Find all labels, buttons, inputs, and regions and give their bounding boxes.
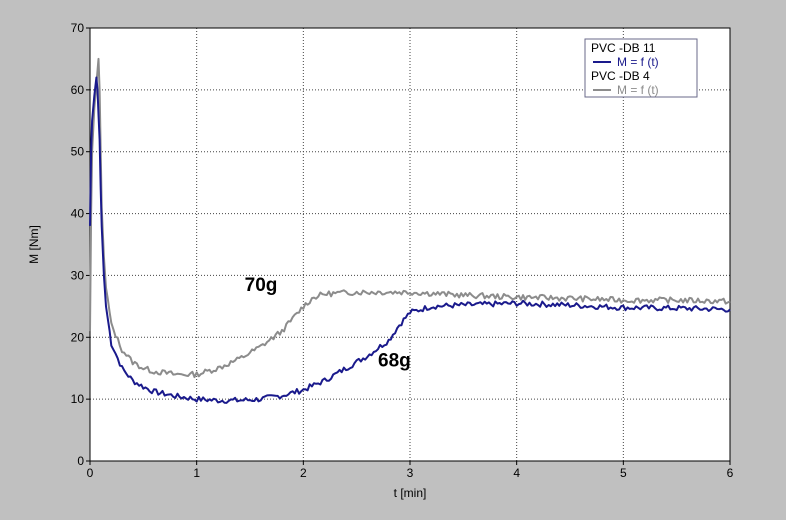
grid bbox=[90, 28, 730, 461]
x-tick-label: 2 bbox=[300, 466, 307, 480]
legend-title: PVC -DB 11 bbox=[591, 41, 656, 55]
x-tick-label: 3 bbox=[407, 466, 414, 480]
annotation-68g: 68g bbox=[378, 350, 411, 371]
x-tick-label: 1 bbox=[193, 466, 200, 480]
legend-title: PVC -DB 4 bbox=[591, 69, 650, 83]
x-axis-label: t [min] bbox=[394, 486, 427, 500]
series-line-pvc-db-11 bbox=[89, 76, 731, 404]
x-tick-label: 5 bbox=[620, 466, 627, 480]
annotation-70g: 70g bbox=[245, 275, 278, 296]
x-tick-label: 0 bbox=[87, 466, 94, 480]
y-tick-label: 30 bbox=[71, 268, 85, 282]
legend-label: M = f (t) bbox=[617, 55, 659, 69]
y-axis-label: M [Nm] bbox=[27, 225, 41, 264]
y-tick-label: 20 bbox=[71, 330, 85, 344]
series-line-pvc-db-4 bbox=[89, 57, 731, 379]
legend-label: M = f (t) bbox=[617, 83, 659, 97]
x-tick-label: 4 bbox=[513, 466, 520, 480]
y-tick-label: 50 bbox=[71, 145, 85, 159]
legend: PVC -DB 11M = f (t)PVC -DB 4M = f (t) bbox=[584, 38, 698, 98]
annotations: 70g 68g bbox=[245, 275, 411, 371]
y-tick-label: 60 bbox=[71, 83, 85, 97]
series-layer bbox=[89, 57, 731, 404]
x-tick-label: 6 bbox=[727, 466, 734, 480]
y-tick-label: 10 bbox=[71, 392, 85, 406]
legend-box bbox=[584, 38, 698, 98]
y-tick-label: 40 bbox=[71, 207, 85, 221]
y-tick-label: 70 bbox=[71, 21, 85, 35]
y-tick-label: 0 bbox=[77, 454, 84, 468]
